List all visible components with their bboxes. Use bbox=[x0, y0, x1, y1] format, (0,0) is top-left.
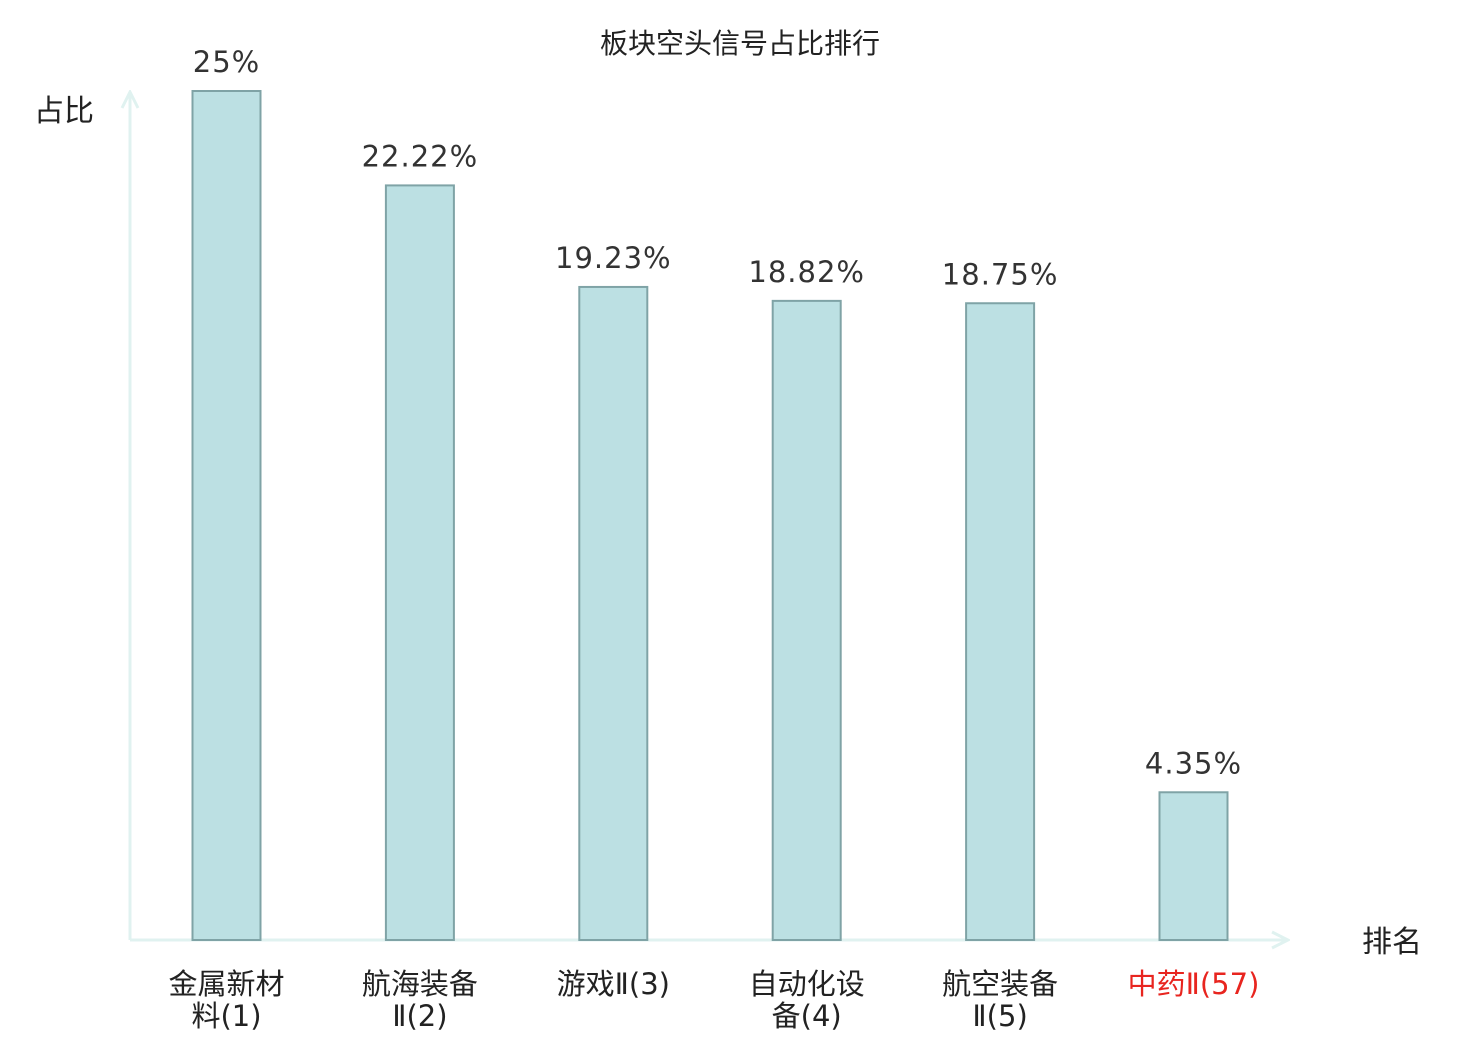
bar-value-label: 22.22% bbox=[362, 139, 479, 173]
category-label-highlighted: 中药Ⅱ(57) bbox=[1128, 967, 1260, 1001]
x-axis-label: 排名 bbox=[1362, 925, 1422, 960]
category-label: 自动化设备(4) bbox=[749, 967, 865, 1033]
category-label-line: 备(4) bbox=[772, 999, 842, 1033]
bar bbox=[191, 90, 262, 941]
category-label-line: 料(1) bbox=[191, 999, 261, 1033]
category-label-line: Ⅱ(5) bbox=[972, 999, 1027, 1033]
bar bbox=[1158, 791, 1229, 941]
bar-value-label: 4.35% bbox=[1145, 746, 1242, 780]
category-label-line: 自动化设 bbox=[749, 967, 865, 1001]
category-label-line: 中药Ⅱ(57) bbox=[1128, 967, 1260, 1001]
bar bbox=[384, 184, 455, 941]
category-label-line: 航海装备 bbox=[362, 967, 478, 1001]
bar-value-label: 25% bbox=[193, 45, 260, 79]
category-labels-group: 金属新材料(1) 航海装备 Ⅱ(2) 游戏Ⅱ(3) 自动化设备(4) 航空装备 Ⅱ(5) 中药… bbox=[168, 967, 1259, 1033]
bar-value-label: 19.23% bbox=[555, 241, 672, 275]
category-label: 航海装备 Ⅱ(2) bbox=[362, 967, 478, 1033]
y-axis-label: 占比 bbox=[34, 94, 94, 129]
bar bbox=[578, 285, 649, 941]
bar-value-label: 18.82% bbox=[748, 255, 865, 289]
bars-group bbox=[191, 90, 1229, 941]
category-label: 游戏Ⅱ(3) bbox=[557, 967, 670, 1001]
chart-title: 板块空头信号占比排行 bbox=[600, 27, 880, 60]
value-labels-group: 25% 22.22% 19.23% 18.82% 18.75% 4.35% bbox=[193, 45, 1242, 780]
category-label-line: 金属新材 bbox=[168, 967, 284, 1001]
bar-value-label: 18.75% bbox=[942, 257, 1059, 291]
category-label: 航空装备 Ⅱ(5) bbox=[942, 967, 1058, 1033]
category-label-line: Ⅱ(2) bbox=[392, 999, 447, 1033]
category-label-line: 航空装备 bbox=[942, 967, 1058, 1001]
bar bbox=[965, 302, 1036, 941]
category-label-line: 游戏Ⅱ(3) bbox=[557, 967, 670, 1001]
bar bbox=[771, 299, 842, 941]
category-label: 金属新材料(1) bbox=[168, 967, 284, 1033]
